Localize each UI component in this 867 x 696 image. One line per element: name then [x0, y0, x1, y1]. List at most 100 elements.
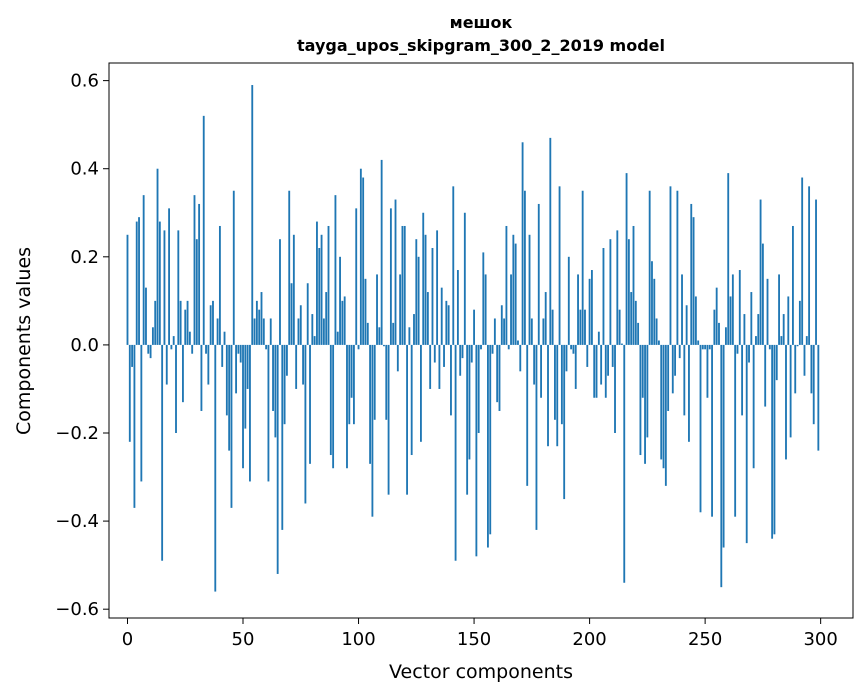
bar-component-20 [172, 336, 175, 345]
bar-component-156 [487, 344, 489, 548]
bar-component-235 [669, 186, 672, 345]
bar-component-193 [572, 344, 575, 354]
bar-component-230 [657, 340, 660, 345]
bar-component-197 [581, 190, 584, 345]
bar-component-165 [507, 344, 510, 350]
bar-component-194 [574, 344, 577, 389]
x-tick-label: 50 [232, 629, 255, 650]
bar-component-279 [771, 344, 774, 539]
bar-component-96 [348, 344, 351, 425]
bar-component-74 [297, 318, 300, 345]
bar-component-2 [131, 344, 134, 367]
bar-component-14 [158, 221, 161, 345]
bar-component-13 [156, 168, 159, 345]
bar-component-213 [618, 309, 621, 345]
chart-title-line-2: tayga_upos_skipgram_300_2_2019 model [297, 36, 665, 55]
bar-component-56 [255, 300, 258, 345]
bar-component-109 [378, 327, 381, 345]
bar-component-21 [175, 344, 177, 433]
bar-component-288 [792, 225, 794, 345]
bar-component-49 [239, 344, 242, 363]
bar-component-76 [302, 344, 305, 385]
bar-component-50 [242, 344, 244, 469]
bar-component-252 [708, 344, 711, 350]
bar-component-136 [440, 287, 443, 345]
bar-component-271 [752, 344, 755, 469]
bar-component-78 [306, 283, 309, 345]
x-tick-label: 0 [122, 629, 133, 650]
bar-component-192 [570, 344, 573, 350]
bar-component-130 [426, 292, 429, 345]
bar-component-172 [523, 190, 526, 345]
bar-component-169 [517, 340, 519, 345]
bar-component-291 [798, 300, 801, 345]
bar-component-131 [429, 344, 432, 389]
bar-component-134 [436, 230, 439, 345]
bar-component-205 [600, 344, 603, 385]
bars-group [126, 85, 820, 592]
bar-component-189 [563, 344, 566, 500]
y-tick-label: −0.2 [55, 423, 99, 444]
bar-component-34 [205, 344, 207, 354]
bar-component-191 [567, 256, 570, 345]
bar-component-198 [584, 309, 586, 345]
bar-component-264 [736, 344, 739, 354]
bar-component-48 [237, 344, 240, 354]
bar-component-294 [805, 336, 808, 345]
bar-component-40 [218, 225, 221, 345]
bar-component-86 [325, 292, 328, 345]
bar-component-240 [681, 274, 683, 345]
bar-component-112 [385, 344, 388, 420]
bar-component-266 [741, 344, 744, 416]
bar-component-258 [722, 344, 725, 548]
bar-component-181 [544, 292, 547, 345]
bar-component-233 [664, 344, 667, 486]
bar-component-176 [533, 344, 536, 385]
bar-component-231 [660, 344, 663, 460]
bar-component-282 [778, 274, 780, 345]
bar-component-22 [177, 230, 180, 345]
bar-component-70 [288, 190, 291, 345]
bar-component-151 [475, 344, 478, 557]
bar-component-214 [621, 343, 623, 345]
bar-component-16 [163, 230, 166, 345]
bar-component-196 [579, 309, 582, 345]
bar-component-120 [403, 225, 406, 345]
bar-component-75 [299, 305, 302, 345]
bar-component-253 [711, 344, 713, 517]
bar-component-243 [688, 344, 690, 442]
bar-component-119 [401, 225, 404, 345]
bar-component-69 [285, 344, 288, 376]
bar-component-161 [498, 344, 501, 411]
bar-component-108 [376, 274, 378, 345]
bar-component-247 [697, 340, 700, 345]
bar-component-207 [604, 344, 607, 398]
bar-component-31 [198, 203, 201, 345]
bar-component-148 [468, 344, 471, 460]
bar-component-9 [147, 344, 150, 354]
bar-component-39 [216, 318, 219, 345]
bar-component-180 [542, 318, 545, 345]
bar-component-0 [126, 234, 129, 345]
bar-component-244 [690, 203, 693, 345]
bar-component-137 [443, 344, 445, 367]
x-tick-label: 150 [457, 629, 491, 650]
bar-component-223 [641, 344, 644, 398]
plot-frame [108, 62, 854, 619]
bar-component-15 [161, 344, 164, 561]
bar-component-234 [667, 344, 670, 411]
bar-component-99 [355, 208, 358, 345]
bar-component-73 [295, 344, 298, 389]
bar-component-3 [133, 344, 136, 508]
bar-component-85 [322, 318, 325, 345]
bar-component-123 [410, 344, 413, 456]
bar-component-57 [258, 309, 261, 345]
bar-component-239 [678, 344, 681, 359]
bar-component-143 [456, 270, 459, 345]
bar-component-147 [466, 344, 469, 495]
bar-component-225 [646, 344, 649, 438]
bar-component-246 [694, 296, 697, 345]
bar-component-227 [651, 261, 653, 345]
bar-component-237 [674, 344, 677, 376]
bar-component-185 [554, 344, 556, 420]
